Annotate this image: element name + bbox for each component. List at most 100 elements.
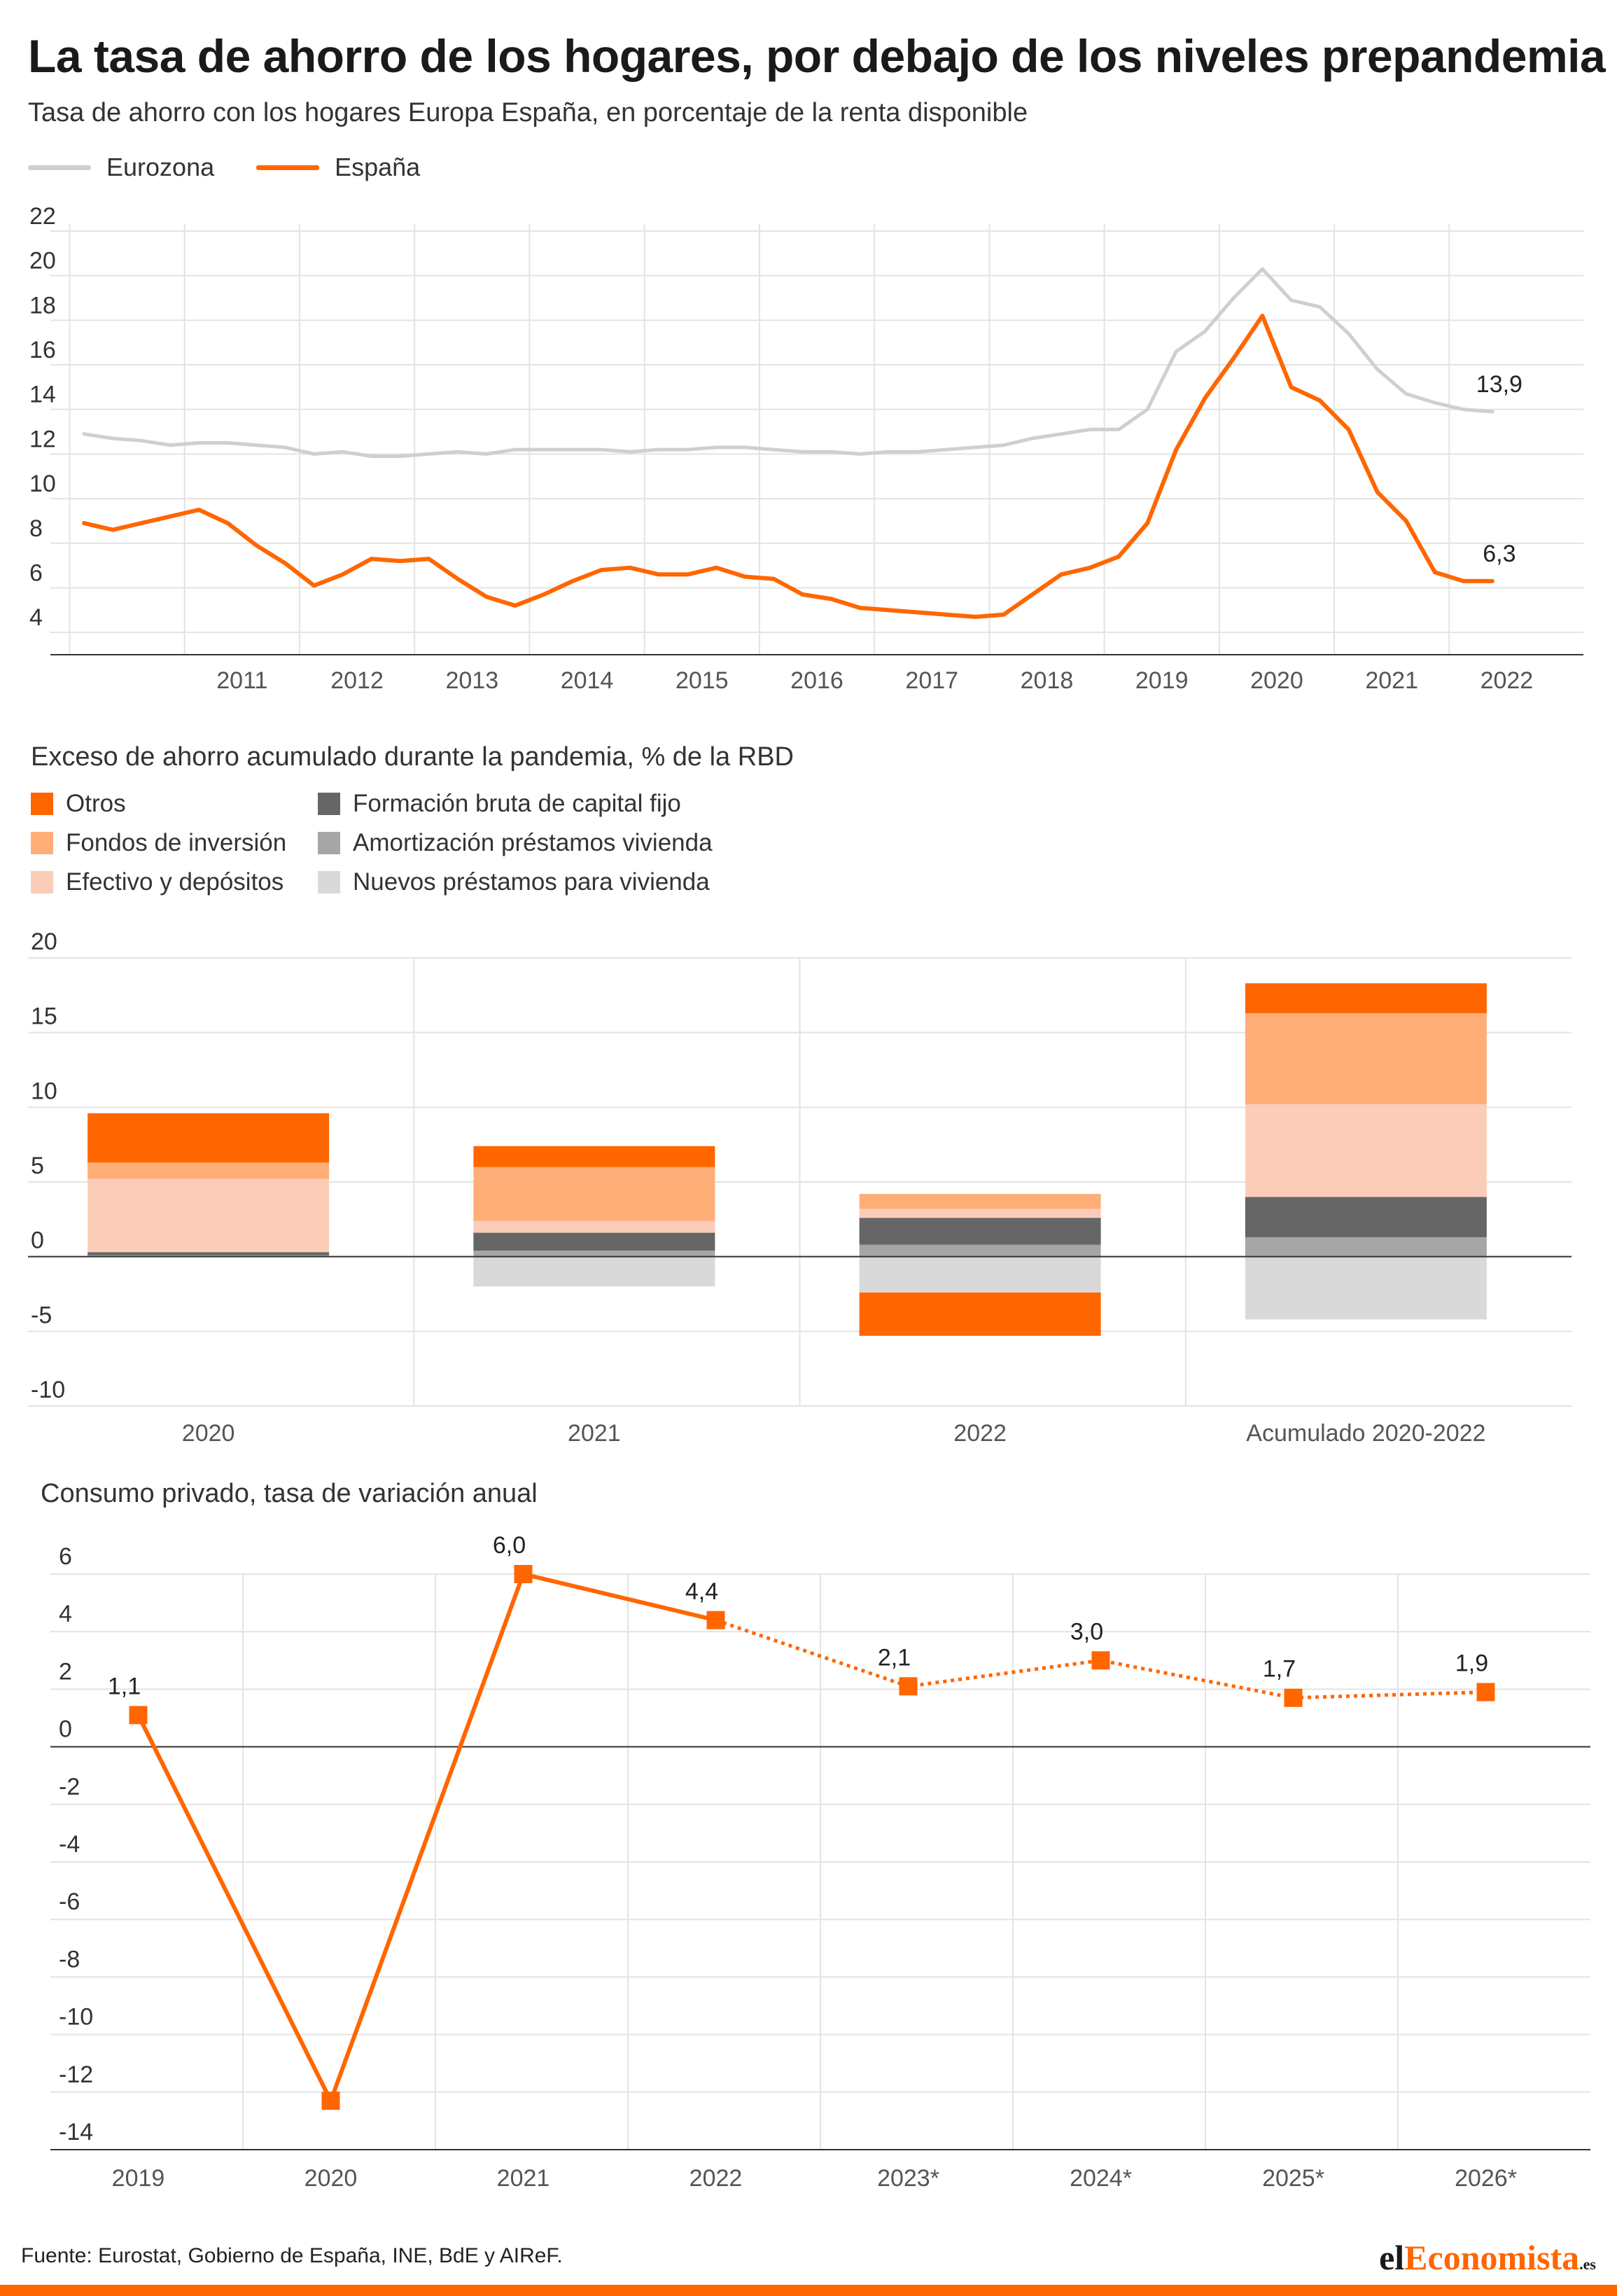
legend-label-nuevos: Nuevos préstamos para vivienda [353, 868, 710, 896]
legend-swatch-amortizacion [318, 832, 340, 854]
legend-item-espana: España [256, 153, 420, 182]
chart3-x-tick-label: 2023* [877, 2165, 939, 2192]
chart2-bar-segment [859, 1194, 1101, 1209]
legend-swatch-espana [256, 165, 320, 170]
chart3-y-tick-label: -2 [59, 1774, 80, 1800]
legend-swatch-fbcf [318, 793, 340, 815]
chart3-y-tick-label: 4 [59, 1601, 72, 1627]
chart1-y-tick-label: 12 [29, 426, 56, 452]
chart3-y-tick-label: -8 [59, 1946, 80, 1973]
legend-item-amortizacion: Amortización préstamos vivienda [318, 829, 713, 857]
legend-label-espana: España [335, 153, 421, 181]
chart3-x-tick-label: 2019 [112, 2165, 165, 2192]
legend-item-otros: Otros [31, 790, 126, 818]
chart3-data-label: 1,1 [108, 1673, 141, 1699]
chart2-x-tick-label: 2021 [568, 1420, 621, 1447]
chart3-data-point [1476, 1683, 1495, 1702]
private-consumption-line-chart: 6 4 2 0 -2 -4 -6 -8 -10 -12 -14 2019 2020 2021 2022 202… [50, 1532, 1590, 2192]
chart3-y-tick-label: 0 [59, 1716, 72, 1743]
chart1-x-tick-label: 2012 [330, 667, 384, 694]
chart2-bar-segment [859, 1256, 1101, 1293]
chart1-x-tick-label: 2015 [676, 667, 729, 694]
legend-label-otros: Otros [66, 790, 126, 817]
chart3-x-tick-label: 2025* [1262, 2165, 1324, 2192]
chart2-x-tick-label: Acumulado 2020-2022 [1246, 1420, 1485, 1447]
chart3-x-tick-label: 2024* [1070, 2165, 1132, 2192]
chart1-x-tick-label: 2018 [1021, 667, 1074, 694]
legend-item-efectivo: Efectivo y depósitos [31, 868, 284, 896]
chart3-x-tick-label: 2022 [690, 2165, 743, 2192]
chart2-bar-segment [473, 1146, 715, 1167]
chart2-bar-segment [1245, 1197, 1487, 1237]
chart1-y-tick-label: 18 [29, 292, 56, 319]
legend-swatch-fondos [31, 832, 53, 854]
chart2-bar-segment [88, 1178, 330, 1253]
chart3-data-label: 4,4 [685, 1578, 718, 1605]
legend-label-amortizacion: Amortización préstamos vivienda [353, 829, 713, 856]
chart2-bar-segment [88, 1255, 330, 1257]
chart3-data-label: 1,9 [1455, 1650, 1488, 1677]
chart3-data-point [899, 1677, 918, 1696]
chart1-x-tick-label: 2014 [561, 667, 614, 694]
chart3-data-point [1284, 1688, 1303, 1707]
chart1-y-tick-label: 22 [29, 203, 56, 230]
chart1-y-tick-label: 6 [29, 559, 43, 586]
brand-logo: elEconomista.es [1379, 2237, 1596, 2278]
chart3-data-point [514, 1565, 533, 1583]
bottom-accent-bar [0, 2285, 1617, 2296]
chart2-x-tick-label: 2022 [953, 1420, 1007, 1447]
chart1-end-label-eurozona: 13,9 [1476, 371, 1522, 398]
chart1-x-tick-label: 2021 [1365, 667, 1418, 694]
brand-logo-suffix: .es [1579, 2255, 1596, 2273]
chart2-bar-segment [473, 1256, 715, 1287]
chart1-x-tick-label: 2020 [1250, 667, 1303, 694]
chart2-bar-segment [859, 1244, 1101, 1257]
chart1-y-tick-label: 4 [29, 604, 43, 631]
chart1-y-tick-label: 16 [29, 337, 56, 363]
chart3-y-tick-label: -4 [59, 1831, 80, 1858]
legend-item-fbcf: Formación bruta de capital fijo [318, 790, 681, 818]
chart1-y-tick-label: 20 [29, 248, 56, 274]
chart2-y-tick-label: 20 [31, 928, 57, 955]
chart3-data-label: 3,0 [1070, 1618, 1103, 1645]
chart1-x-tick-label: 2022 [1480, 667, 1534, 694]
page-title: La tasa de ahorro de los hogares, por de… [28, 30, 1606, 82]
chart3-data-point [321, 2092, 340, 2110]
chart2-bar-segment [1245, 1013, 1487, 1105]
legend-item-fondos: Fondos de inversión [31, 829, 286, 857]
legend-swatch-nuevos [318, 871, 340, 893]
legend-swatch-efectivo [31, 871, 53, 893]
chart2-bar-segment [473, 1251, 715, 1257]
chart1-x-tick-label: 2019 [1135, 667, 1189, 694]
chart2-bar-segment [88, 1162, 330, 1179]
chart2-bar-segment [1245, 1256, 1487, 1320]
brand-logo-prefix: el [1379, 2238, 1405, 2277]
chart2-bar-segment [473, 1220, 715, 1233]
chart1-x-tick-label: 2016 [790, 667, 844, 694]
chart2-y-tick-label: -10 [31, 1377, 65, 1403]
chart2-bar-segment [1245, 1237, 1487, 1257]
chart2-y-tick-label: 0 [31, 1227, 44, 1254]
chart3-y-tick-label: -14 [59, 2119, 93, 2145]
chart2-y-tick-label: 15 [31, 1003, 57, 1030]
legend-item-eurozona: Eurozona [28, 153, 214, 182]
chart3-y-tick-label: -12 [59, 2061, 93, 2088]
chart3-x-tick-label: 2026* [1455, 2165, 1517, 2192]
chart3-data-point [129, 1706, 148, 1725]
chart3-series-line-actual [136, 1572, 717, 2103]
chart3-y-tick-label: -10 [59, 2004, 93, 2031]
legend-label-fbcf: Formación bruta de capital fijo [353, 790, 681, 817]
source-note: Fuente: Eurostat, Gobierno de España, IN… [21, 2244, 563, 2267]
chart2-bar-segment [473, 1232, 715, 1251]
chart3-data-label: 6,0 [493, 1532, 526, 1559]
chart3-data-label: 2,1 [878, 1644, 911, 1671]
chart2-bar-segment [859, 1292, 1101, 1336]
chart2-title: Exceso de ahorro acumulado durante la pa… [31, 742, 794, 772]
excess-savings-stacked-bar-chart: 20 15 10 5 0 -5 -10 2020 2021 2022 Acumulado 2020-… [28, 928, 1572, 1447]
chart2-y-tick-label: 10 [31, 1078, 57, 1104]
chart1-end-label-espana: 6,3 [1483, 541, 1516, 567]
legend-label-fondos: Fondos de inversión [66, 829, 287, 856]
page-subtitle: Tasa de ahorro con los hogares Europa Es… [28, 98, 1028, 127]
brand-logo-name: Economista [1404, 2238, 1580, 2277]
